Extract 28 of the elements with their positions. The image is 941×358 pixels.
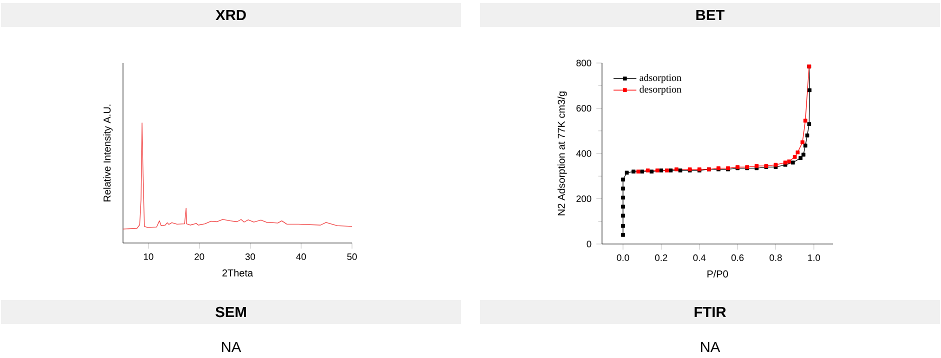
y-tick-label: 0 bbox=[586, 240, 592, 248]
text: SEM bbox=[216, 306, 246, 318]
x-axis-title: 2Theta bbox=[222, 269, 254, 277]
x-tick-label: 0.6 bbox=[731, 254, 744, 261]
y-tick-label: 600 bbox=[576, 104, 592, 112]
chart-title: BET bbox=[696, 10, 725, 20]
x-tick-label: 1.0 bbox=[808, 254, 820, 261]
x-tick-label: 50 bbox=[347, 253, 357, 260]
y-tick-label: 200 bbox=[576, 195, 592, 202]
legend-label: desorption bbox=[640, 86, 682, 95]
y-tick-label: 800 bbox=[576, 60, 592, 66]
x-tick-label: 0.0 bbox=[616, 254, 630, 261]
x-tick-label: 0.4 bbox=[693, 254, 706, 261]
text: NA bbox=[701, 342, 720, 352]
y-axis-title: Relative Intensity A.U. bbox=[103, 104, 113, 202]
x-axis-title: P/P0 bbox=[707, 270, 728, 278]
text: FTIR bbox=[694, 306, 726, 318]
chart-title: XRD bbox=[216, 10, 246, 20]
x-tick-label: 20 bbox=[194, 253, 204, 260]
y-axis-title: N2 Adsorption at 77K cm3/g bbox=[558, 92, 567, 216]
x-tick-label: 40 bbox=[296, 253, 306, 260]
legend-label: adsorption bbox=[640, 74, 682, 84]
y-tick-label: 400 bbox=[576, 150, 592, 157]
x-tick-label: 10 bbox=[144, 253, 154, 260]
x-tick-label: 0.2 bbox=[655, 254, 668, 261]
x-tick-label: 30 bbox=[245, 253, 256, 260]
x-tick-label: 0.8 bbox=[770, 254, 782, 261]
text: NA bbox=[222, 342, 242, 352]
